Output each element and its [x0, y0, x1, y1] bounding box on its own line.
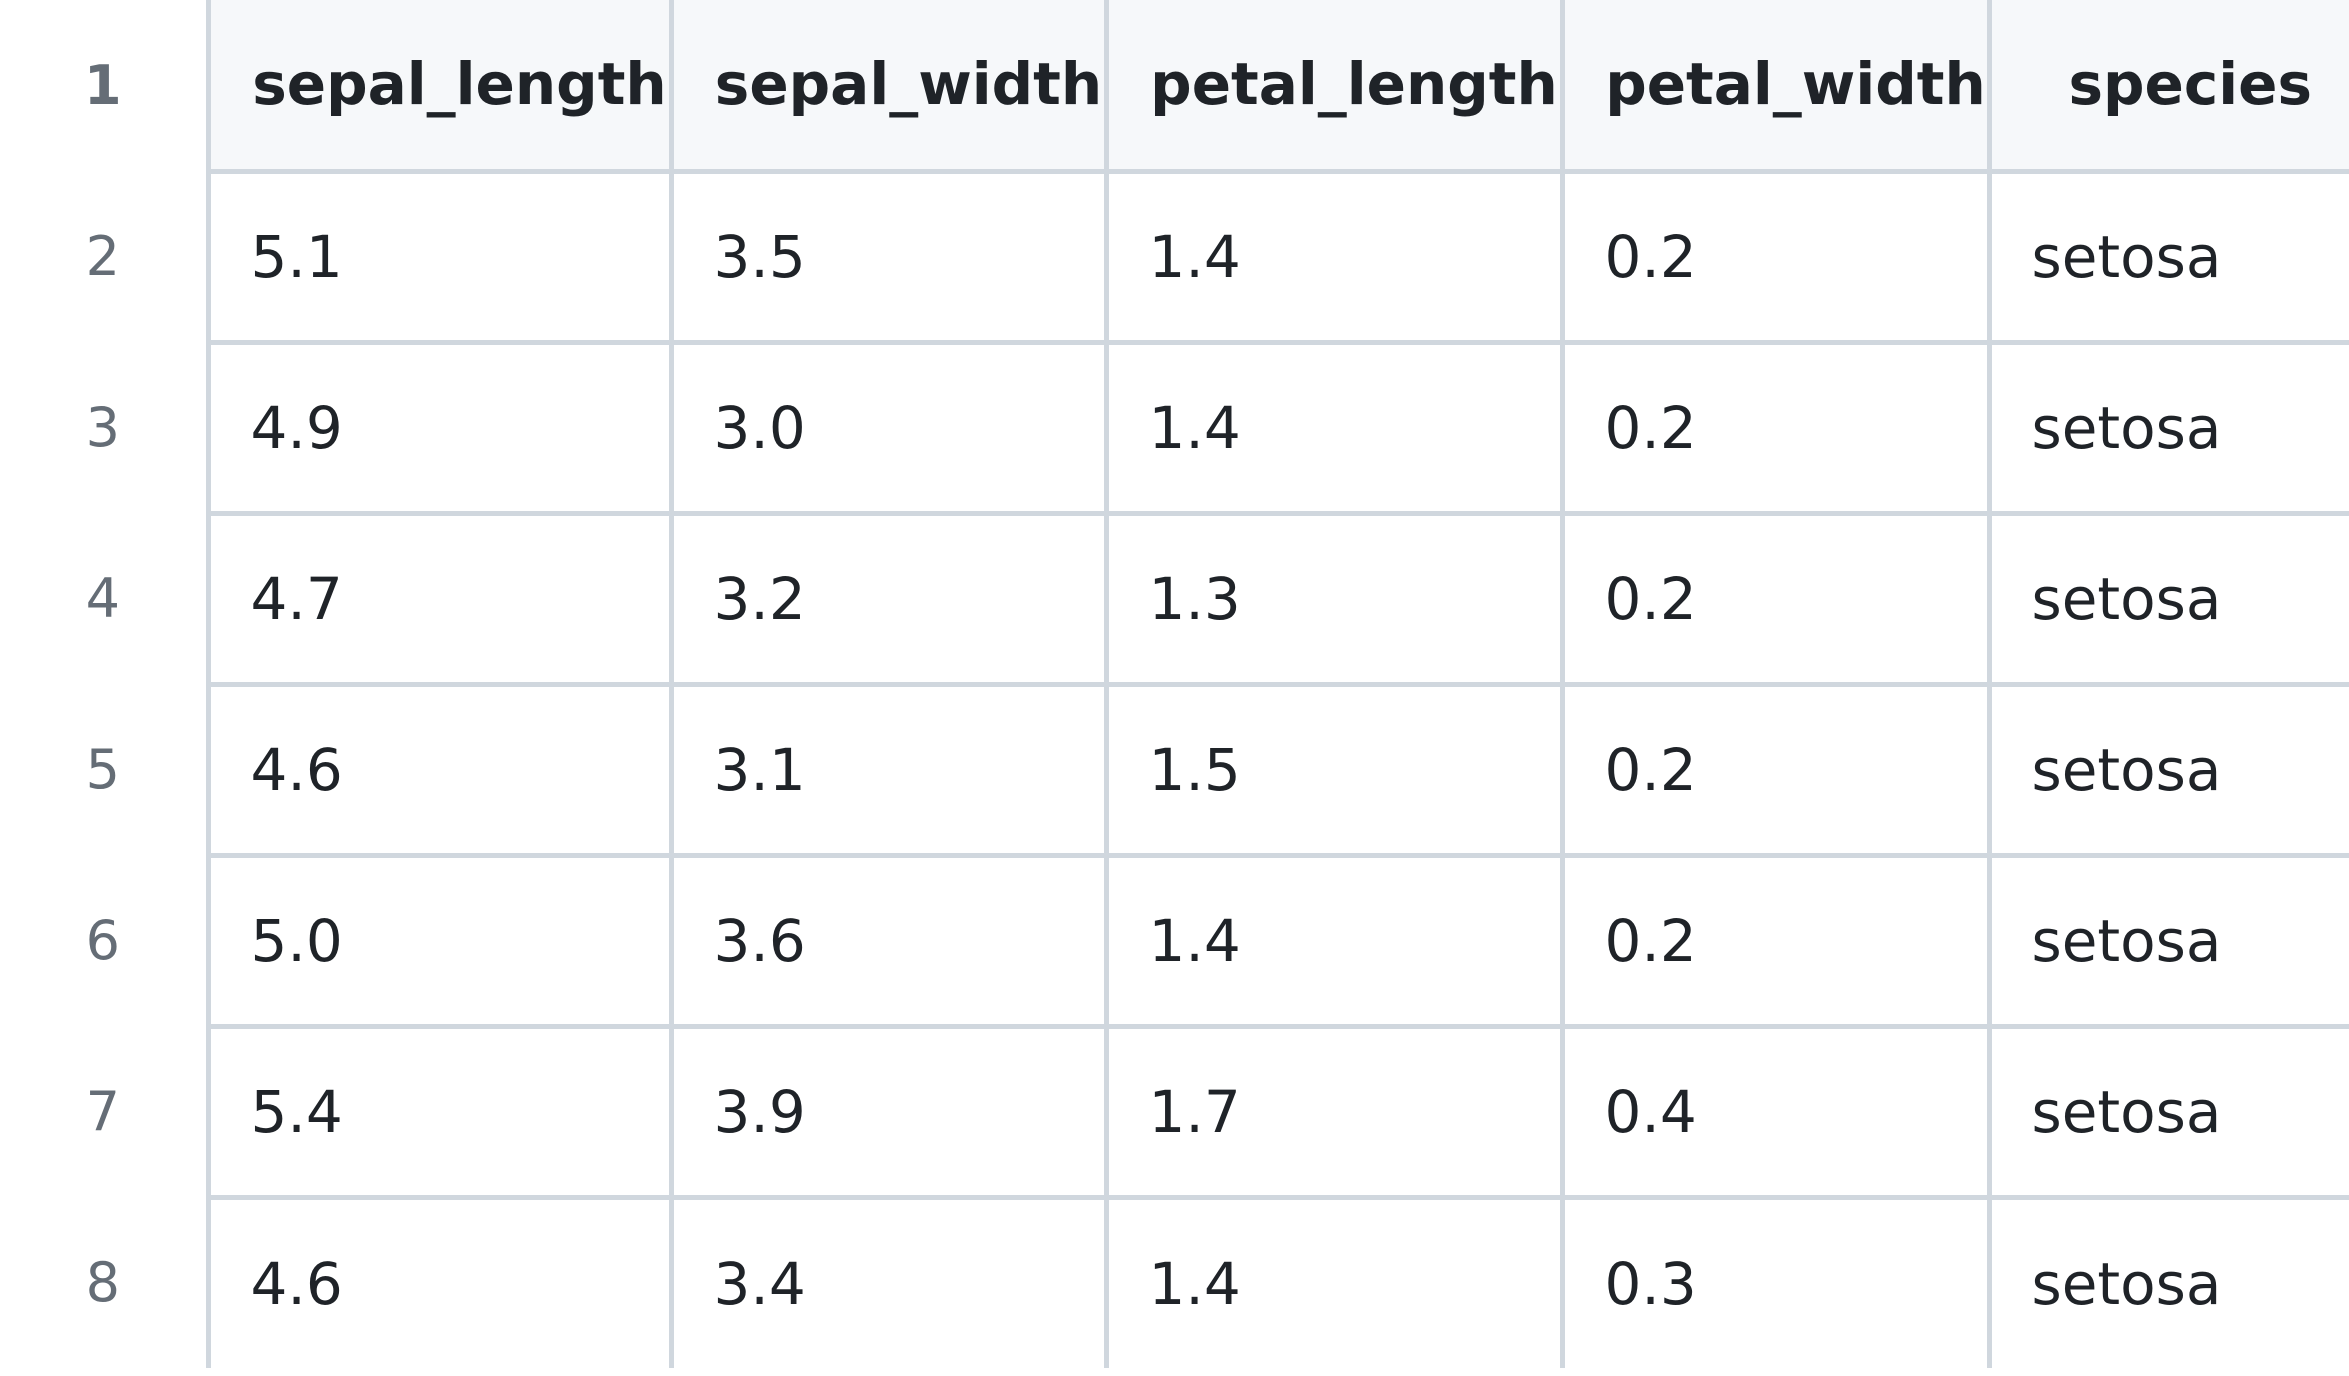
- table-cell: 0.2: [1562, 855, 1992, 1029]
- table-cell: 4.6: [208, 684, 674, 858]
- table-cell: 3.0: [671, 342, 1109, 516]
- table-header-row: 1 sepal_length sepal_width petal_length …: [0, 0, 2349, 174]
- table-cell: setosa: [1989, 513, 2349, 687]
- table-cell: 3.1: [671, 684, 1109, 858]
- table-cell: 3.2: [671, 513, 1109, 687]
- table-row: 7 5.4 3.9 1.7 0.4 setosa: [0, 1026, 2349, 1200]
- table-cell: 1.4: [1106, 1197, 1565, 1368]
- table-row: 4 4.7 3.2 1.3 0.2 setosa: [0, 513, 2349, 687]
- column-header-species: species: [1989, 0, 2349, 174]
- table-cell: setosa: [1989, 684, 2349, 858]
- column-header-petal-width: petal_width: [1562, 0, 1992, 174]
- table-cell: setosa: [1989, 1026, 2349, 1200]
- table-cell: 1.3: [1106, 513, 1565, 687]
- table-cell: setosa: [1989, 855, 2349, 1029]
- table-cell: 1.4: [1106, 855, 1565, 1029]
- table-cell: 1.4: [1106, 171, 1565, 345]
- table-cell: 0.2: [1562, 171, 1992, 345]
- table-cell: 4.6: [208, 1197, 674, 1368]
- table-cell: 0.2: [1562, 513, 1992, 687]
- table-row: 6 5.0 3.6 1.4 0.2 setosa: [0, 855, 2349, 1029]
- table-cell: setosa: [1989, 342, 2349, 516]
- line-number[interactable]: 4: [0, 513, 211, 684]
- column-header-petal-length: petal_length: [1106, 0, 1565, 174]
- table-cell: 3.6: [671, 855, 1109, 1029]
- table-cell: 0.2: [1562, 684, 1992, 858]
- table-row: 5 4.6 3.1 1.5 0.2 setosa: [0, 684, 2349, 858]
- table-cell: 4.7: [208, 513, 674, 687]
- table-row: 8 4.6 3.4 1.4 0.3 setosa: [0, 1197, 2349, 1368]
- line-number[interactable]: 8: [0, 1197, 211, 1368]
- table-cell: 5.1: [208, 171, 674, 345]
- table-cell: 3.9: [671, 1026, 1109, 1200]
- table-cell: 4.9: [208, 342, 674, 516]
- table-cell: 1.5: [1106, 684, 1565, 858]
- line-number[interactable]: 2: [0, 171, 211, 342]
- table-row: 3 4.9 3.0 1.4 0.2 setosa: [0, 342, 2349, 516]
- table-cell: 5.0: [208, 855, 674, 1029]
- table-cell: 3.4: [671, 1197, 1109, 1368]
- table-cell: 3.5: [671, 171, 1109, 345]
- line-number[interactable]: 7: [0, 1026, 211, 1197]
- table-cell: 0.4: [1562, 1026, 1992, 1200]
- table-cell: setosa: [2031, 1249, 2222, 1318]
- line-number[interactable]: 1: [0, 0, 211, 171]
- table-cell: 5.4: [208, 1026, 674, 1200]
- table-cell: 1.7: [1106, 1026, 1565, 1200]
- table-cell: 0.2: [1562, 342, 1992, 516]
- line-number[interactable]: 5: [0, 684, 211, 855]
- table-row: 2 5.1 3.5 1.4 0.2 setosa: [0, 171, 2349, 345]
- table-cell: setosa: [1989, 171, 2349, 345]
- column-header-sepal-length: sepal_length: [208, 0, 674, 174]
- line-number[interactable]: 3: [0, 342, 211, 513]
- table-cell: 1.4: [1106, 342, 1565, 516]
- line-number[interactable]: 6: [0, 855, 211, 1026]
- table-cell: 0.3: [1562, 1197, 1992, 1368]
- column-header-sepal-width: sepal_width: [671, 0, 1109, 174]
